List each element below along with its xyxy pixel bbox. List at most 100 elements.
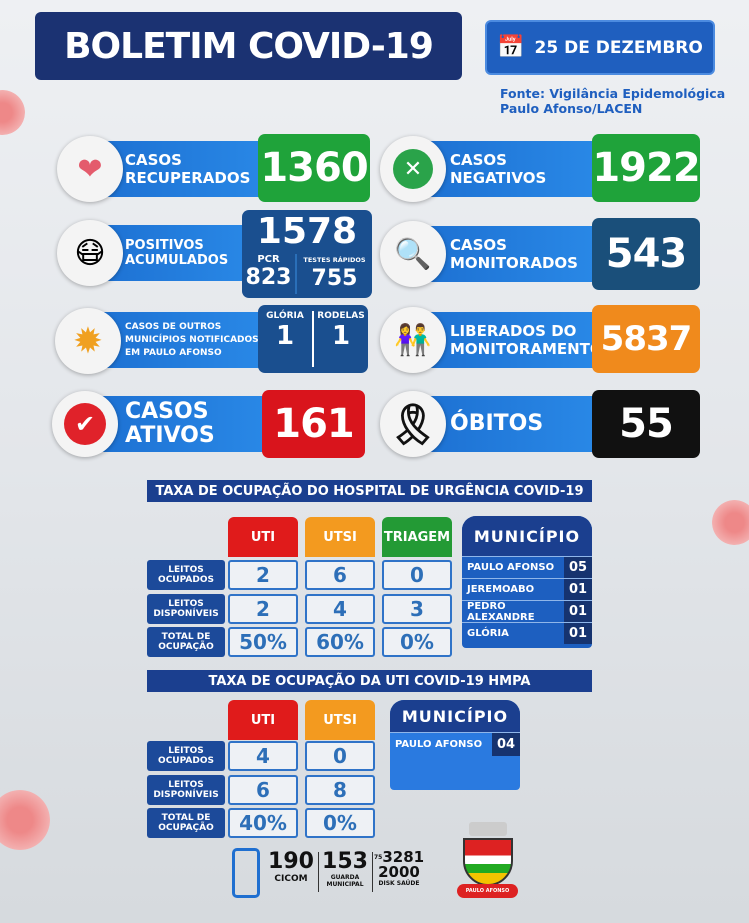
label: LIBERADOS DO bbox=[450, 322, 577, 340]
row-label: TOTAL DE OCUPAÇÃO bbox=[147, 808, 225, 838]
table-cell: 60% bbox=[305, 627, 375, 657]
municipio-name: GLÓRIA bbox=[467, 628, 509, 639]
label: RECUPERADOS bbox=[125, 169, 251, 187]
label: CASOS bbox=[125, 399, 209, 424]
table-cell: 8 bbox=[305, 775, 375, 805]
magnifier-icon: 🔍 bbox=[380, 221, 446, 287]
hospital-municipio-box: MUNICÍPIO PAULO AFONSO 05 JEREMOABO 01 PEDRO… bbox=[462, 516, 592, 648]
label: NEGATIVOS bbox=[450, 169, 547, 187]
row-label: LEITOS DISPONÍVEIS bbox=[147, 775, 225, 805]
col-utsi: UTSI bbox=[305, 517, 375, 557]
label: LEITOS bbox=[168, 565, 204, 575]
table-cell: 3 bbox=[382, 594, 452, 624]
label: CASOS bbox=[450, 151, 507, 169]
phone-label: MUNICIPAL bbox=[326, 881, 364, 888]
table-cell: 4 bbox=[305, 594, 375, 624]
heart-hands-icon: ❤ bbox=[57, 136, 123, 202]
label: CASOS bbox=[450, 236, 507, 254]
table-cell: 50% bbox=[228, 627, 298, 657]
calendar-icon: 📅 bbox=[497, 35, 525, 60]
divider bbox=[318, 852, 319, 892]
label: CASOS bbox=[125, 151, 182, 169]
municipio-count: 05 bbox=[564, 557, 592, 578]
table-cell: 2 bbox=[228, 594, 298, 624]
masked-person-icon: 😷 bbox=[57, 220, 123, 286]
x-circle-icon: ✕ bbox=[380, 136, 446, 202]
rodelas-label: RODELAS bbox=[317, 311, 365, 321]
municipio-name: JEREMOABO bbox=[467, 584, 535, 595]
municipio-row: PAULO AFONSO 04 bbox=[390, 732, 520, 756]
source-text: Fonte: Vigilância Epidemológica Paulo Afo… bbox=[500, 86, 725, 116]
municipio-name: PAULO AFONSO bbox=[395, 739, 483, 750]
contact-disk-saude: 753281 2000 DISK SAÚDE bbox=[374, 848, 425, 888]
municipio-row: GLÓRIA 01 bbox=[462, 622, 592, 644]
contact-guarda: 153 GUARDA MUNICIPAL bbox=[320, 849, 370, 889]
card-outros-municipios: CASOS DE OUTROS MUNICÍPIOS NOTIFICADOS EM … bbox=[85, 312, 275, 368]
table-cell: 2 bbox=[228, 560, 298, 590]
municipio-title: MUNICÍPIO bbox=[462, 516, 592, 556]
phone-icon bbox=[232, 848, 260, 898]
monitorados-value: 543 bbox=[592, 218, 700, 290]
rapid-tests-value: 755 bbox=[311, 266, 358, 291]
label: CASOS DE OUTROS bbox=[125, 321, 222, 332]
virus-decoration-icon bbox=[0, 90, 25, 135]
hospital-section-title: TAXA DE OCUPAÇÃO DO HOSPITAL DE URGÊNCIA… bbox=[147, 480, 592, 502]
label: LEITOS bbox=[168, 599, 204, 609]
outros-box: GLÓRIA 1 RODELAS 1 bbox=[258, 305, 368, 373]
obitos-value: 55 bbox=[592, 390, 700, 458]
phone-number: 190 bbox=[268, 849, 314, 874]
virus-icon: ✹ bbox=[55, 308, 121, 374]
page-title: BOLETIM COVID-19 bbox=[35, 12, 462, 80]
city-crest-logo: PAULO AFONSO bbox=[455, 822, 520, 904]
municipio-name: PAULO AFONSO bbox=[467, 562, 555, 573]
municipio-count: 04 bbox=[492, 733, 520, 756]
col-triagem: TRIAGEM bbox=[382, 517, 452, 557]
label: OCUPAÇÃO bbox=[158, 642, 214, 652]
label: EM PAULO AFONSO bbox=[125, 347, 222, 358]
label: LEITOS bbox=[168, 746, 204, 756]
ativos-value: 161 bbox=[262, 390, 365, 458]
divider bbox=[372, 852, 373, 892]
hmpa-municipio-box: MUNICÍPIO PAULO AFONSO 04 bbox=[390, 700, 520, 790]
mourning-ribbon-icon: 🎗 bbox=[380, 391, 446, 457]
recuperados-value: 1360 bbox=[258, 134, 370, 202]
liberados-value: 5837 bbox=[592, 305, 700, 373]
col-uti: UTI bbox=[228, 700, 298, 740]
label: OCUPADOS bbox=[158, 756, 214, 766]
col-uti: UTI bbox=[228, 517, 298, 557]
people-icon: 👫 bbox=[380, 307, 446, 373]
row-label: LEITOS OCUPADOS bbox=[147, 560, 225, 590]
phone-label: GUARDA bbox=[330, 874, 360, 881]
contact-cicom: 190 CICOM bbox=[266, 849, 316, 885]
label: MONITORADOS bbox=[450, 254, 578, 272]
municipio-name: PEDRO ALEXANDRE bbox=[467, 600, 535, 623]
col-utsi: UTSI bbox=[305, 700, 375, 740]
hmpa-section-title: TAXA DE OCUPAÇÃO DA UTI COVID-19 HMPA bbox=[147, 670, 592, 692]
check-circle-icon: ✔ bbox=[52, 391, 118, 457]
municipio-count: 01 bbox=[564, 623, 592, 644]
table-cell: 0 bbox=[382, 560, 452, 590]
date-text: 25 DE DEZEMBRO bbox=[534, 37, 703, 58]
row-label: LEITOS OCUPADOS bbox=[147, 741, 225, 771]
phone-label: DISK SAÚDE bbox=[378, 880, 420, 887]
negativos-value: 1922 bbox=[592, 134, 701, 202]
virus-decoration-icon bbox=[712, 500, 749, 545]
rapid-tests-label: TESTES RÁPIDOS bbox=[303, 256, 366, 264]
gloria-label: GLÓRIA bbox=[266, 311, 304, 321]
table-cell: 0% bbox=[382, 627, 452, 657]
positivos-box: 1578 PCR 823 TESTES RÁPIDOS 755 bbox=[242, 210, 372, 298]
virus-decoration-icon bbox=[0, 790, 50, 850]
municipio-count: 01 bbox=[564, 579, 592, 600]
label: TOTAL DE bbox=[161, 813, 211, 823]
phone-label: CICOM bbox=[274, 874, 308, 884]
pcr-label: PCR bbox=[257, 254, 280, 265]
area-code: 75 bbox=[374, 854, 383, 861]
label: TOTAL DE bbox=[161, 632, 211, 642]
table-cell: 40% bbox=[228, 808, 298, 838]
label: ÓBITOS bbox=[450, 411, 544, 436]
phone-number: 3281 bbox=[382, 848, 425, 866]
date-badge: 📅 25 DE DEZEMBRO bbox=[485, 20, 715, 75]
phone-number: 153 bbox=[322, 849, 368, 874]
municipio-row: PAULO AFONSO 05 bbox=[462, 556, 592, 578]
municipio-title: MUNICÍPIO bbox=[390, 700, 520, 732]
